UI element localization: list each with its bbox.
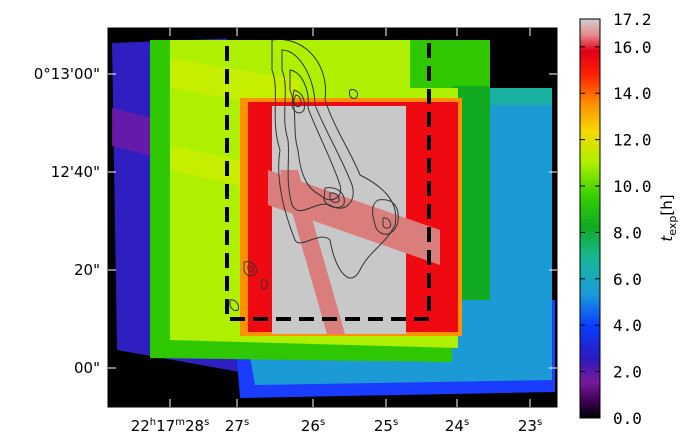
x-tick-labels: 22h17m28s 27s 26s 25s 24s 23s bbox=[131, 417, 542, 435]
contour-13 bbox=[349, 89, 359, 99]
exposure-map bbox=[108, 28, 557, 407]
colorbar-tick-label: 4.0 bbox=[613, 316, 642, 335]
colorbar-tick-label: 8.0 bbox=[613, 223, 642, 242]
contour-9 bbox=[382, 217, 391, 229]
colorbar: 0.0 2.0 4.0 6.0 8.0 10.0 12.0 14.0 16.0 17.2 texp… bbox=[579, 10, 679, 428]
stripe-1 bbox=[268, 170, 440, 265]
colorbar-tick-label: 6.0 bbox=[613, 270, 642, 289]
x-tick-label: 24s bbox=[445, 417, 469, 435]
colorbar-tick-label: 12.0 bbox=[613, 131, 652, 150]
stripe-2 bbox=[280, 170, 345, 334]
y-tick-label: 0°13'00" bbox=[34, 65, 100, 83]
x-tick-label: 25s bbox=[374, 417, 398, 435]
contour-12 bbox=[229, 299, 239, 311]
contour-2 bbox=[281, 49, 354, 212]
colorbar-tick-label: 10.0 bbox=[613, 177, 652, 196]
colorbar-tick-label: 14.0 bbox=[613, 84, 652, 103]
contour-14 bbox=[260, 279, 269, 289]
contours bbox=[229, 38, 399, 311]
colorbar-tick-label: 16.0 bbox=[613, 38, 652, 57]
colorbar-label: texp[h] bbox=[658, 194, 679, 241]
contour-6 bbox=[323, 187, 345, 208]
x-tick-label: 22h17m28s bbox=[131, 417, 210, 435]
y-tick-label: 12'40" bbox=[51, 163, 100, 181]
colorbar-ticks: 0.0 2.0 4.0 6.0 8.0 10.0 12.0 14.0 16.0 17.2 bbox=[580, 10, 652, 428]
dashed-box bbox=[225, 36, 431, 321]
contour-8 bbox=[372, 199, 399, 235]
y-tick-marks bbox=[108, 73, 557, 369]
x-tick-label: 23s bbox=[518, 417, 542, 435]
y-tick-label: 00" bbox=[74, 359, 100, 377]
x-tick-label: 27s bbox=[225, 417, 249, 435]
contour-10 bbox=[243, 261, 257, 277]
y-tick-label: 20" bbox=[74, 261, 100, 279]
colorbar-bar bbox=[579, 18, 601, 419]
region-inner-stripe bbox=[170, 58, 300, 110]
y-tick-labels: 0°13'00" 12'40" 20" 00" bbox=[34, 65, 100, 377]
x-tick-marks bbox=[169, 28, 531, 407]
region-inner-stripe-2 bbox=[170, 145, 260, 190]
contour-3 bbox=[289, 69, 342, 201]
colorbar-tick-label: 2.0 bbox=[613, 363, 642, 382]
colorbar-tick-label: 17.2 bbox=[613, 10, 652, 29]
contour-11 bbox=[247, 265, 254, 273]
contour-7 bbox=[329, 192, 340, 203]
colorbar-tick-label: 0.0 bbox=[613, 409, 642, 428]
contour-5 bbox=[293, 94, 302, 107]
contour-4 bbox=[291, 89, 305, 114]
x-tick-label: 26s bbox=[301, 417, 325, 435]
contour-outer bbox=[271, 38, 397, 279]
plot-frame bbox=[107, 27, 558, 408]
